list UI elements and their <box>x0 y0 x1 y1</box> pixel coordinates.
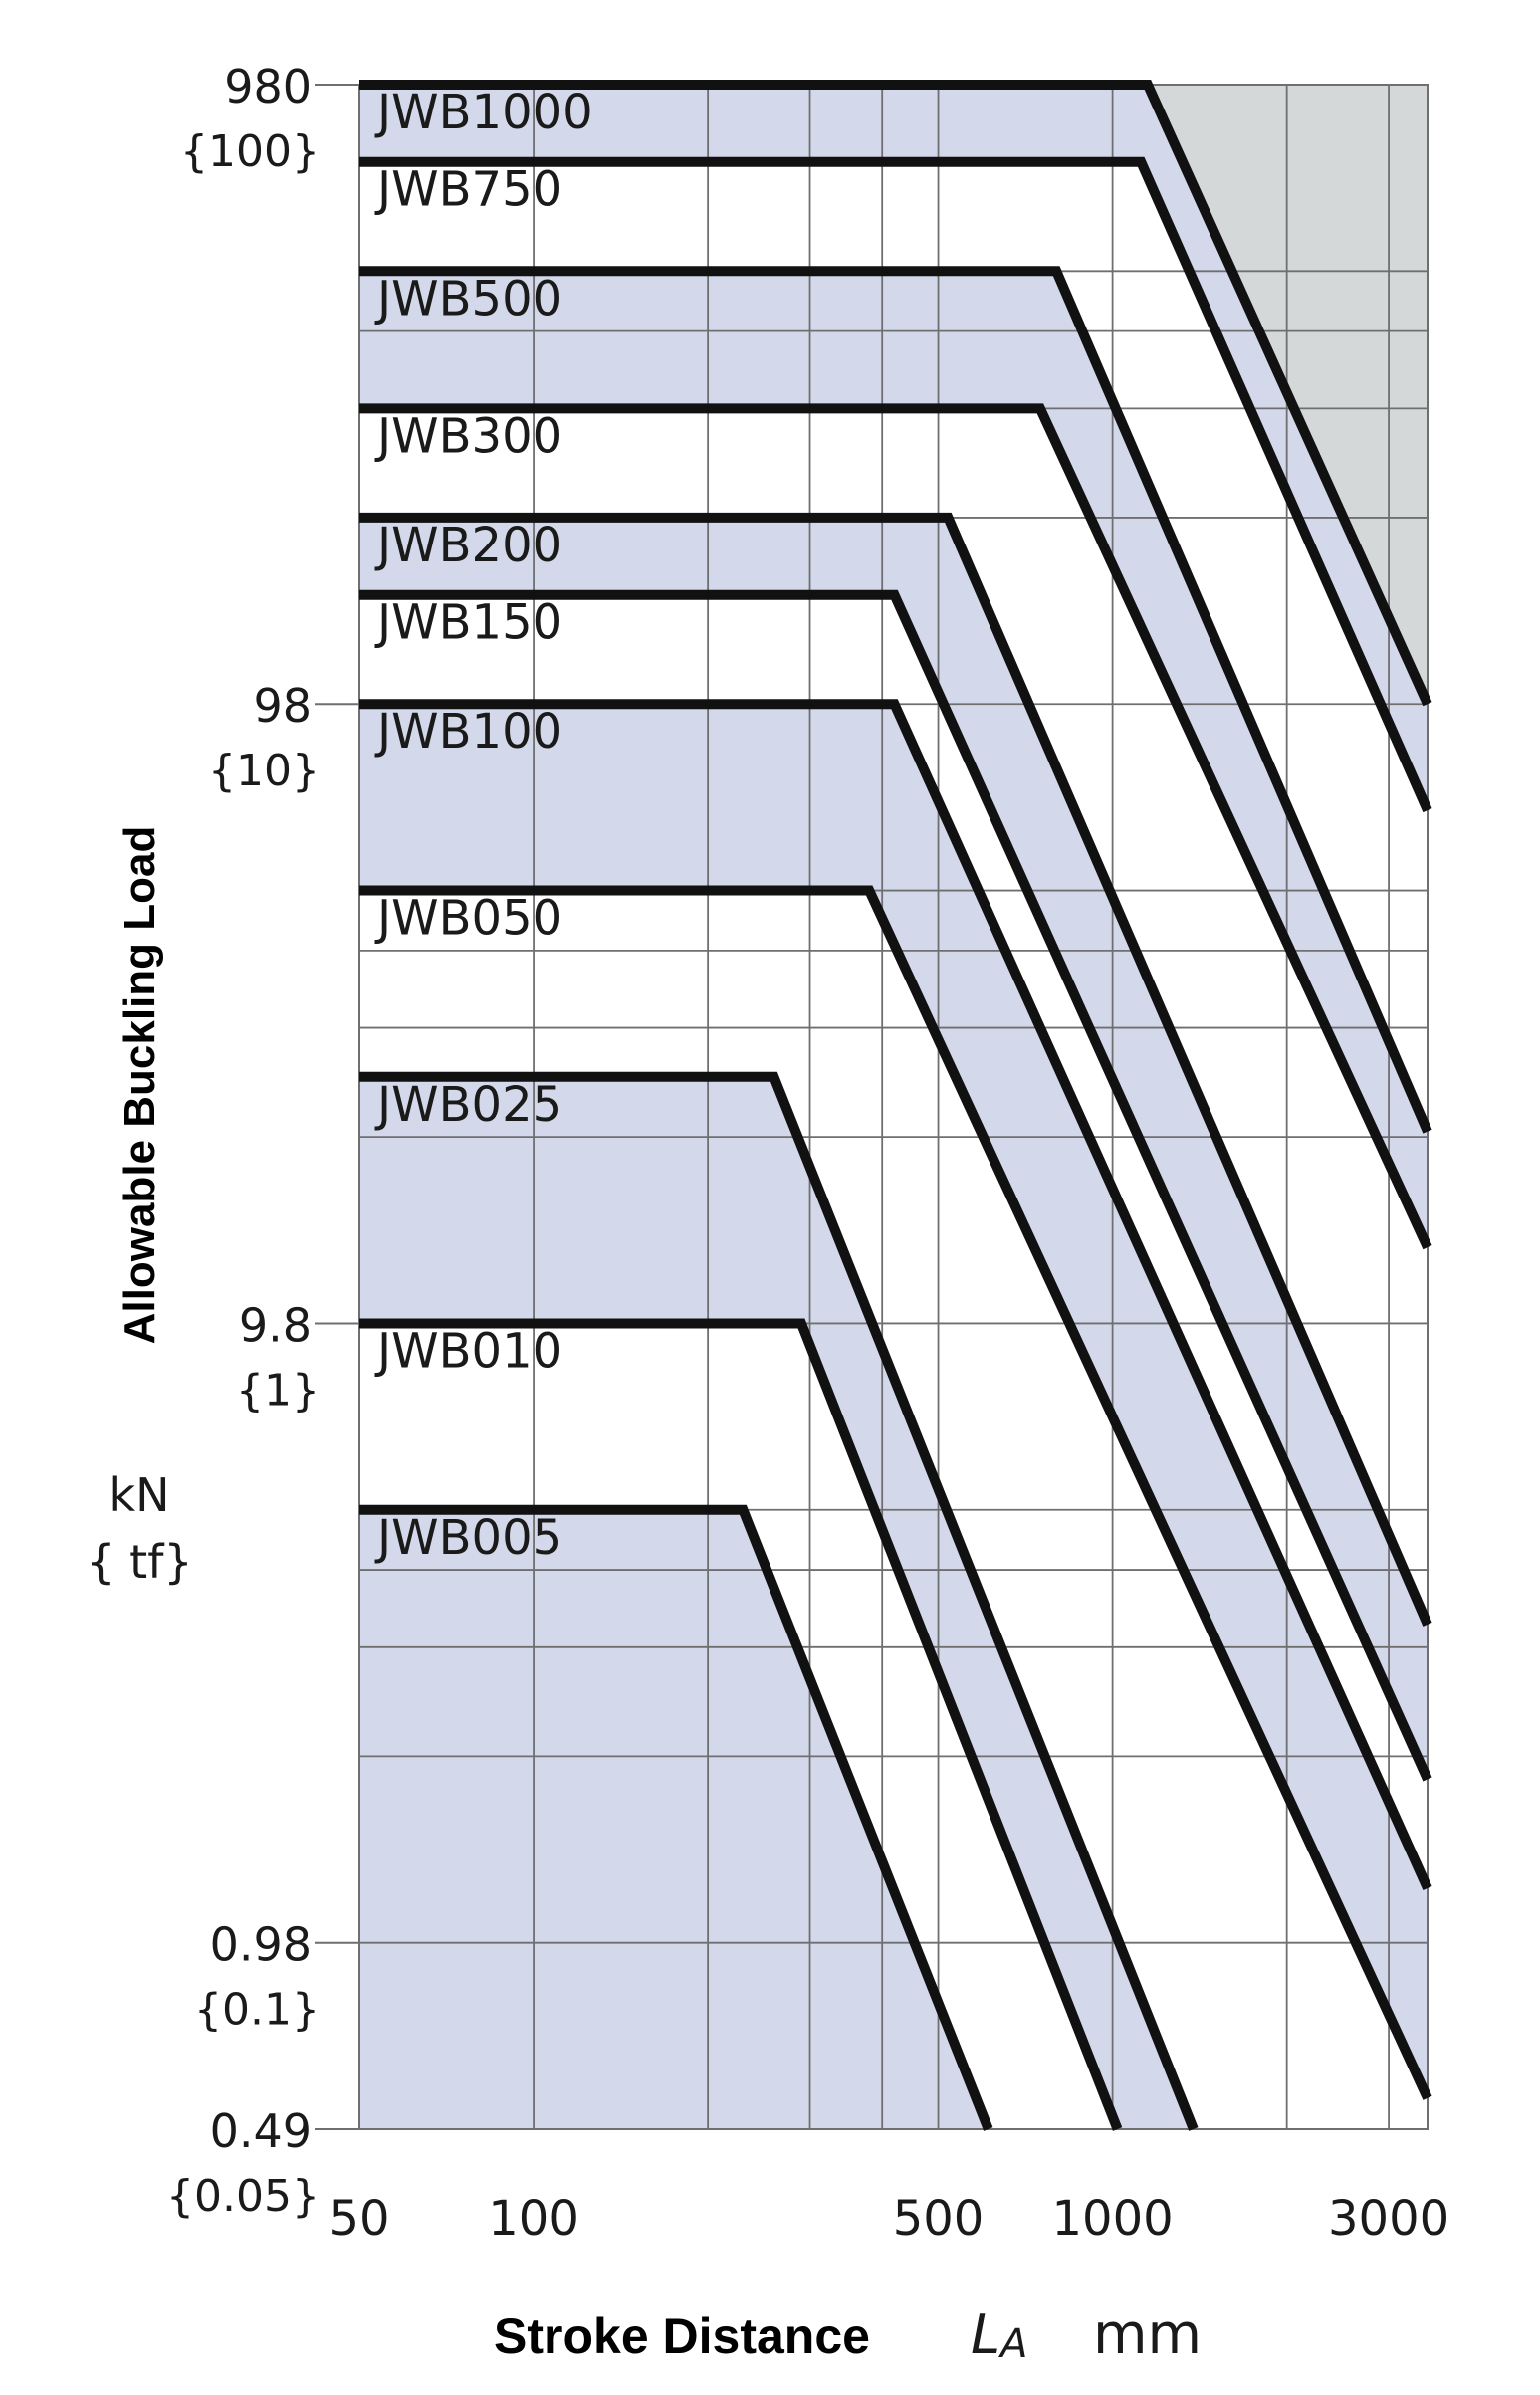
curve-jwb150 <box>359 589 1432 1782</box>
label-jwb005: JWB005 <box>374 1510 562 1566</box>
label-jwb100: JWB100 <box>374 704 562 760</box>
y-tick-label: 0.98 <box>210 1918 312 1972</box>
curve-jwb025 <box>359 1071 1199 2131</box>
x-tick-label: 100 <box>488 2191 579 2247</box>
y-axis-unit-kn: kN <box>109 1468 169 1522</box>
x-tick-label: 3000 <box>1328 2191 1449 2247</box>
y-tick-sublabel: {100} <box>180 126 320 177</box>
x-axis-symbol-main: L <box>971 2303 1000 2366</box>
y-tick-label: 98 <box>253 679 312 733</box>
curve-jwb100 <box>359 699 1432 1891</box>
label-jwb150: JWB150 <box>374 595 562 651</box>
label-jwb1000: JWB1000 <box>374 85 593 140</box>
x-tick-label: 500 <box>893 2191 985 2247</box>
curve-jwb010 <box>359 1318 1123 2131</box>
curve-jwb300 <box>359 403 1432 1250</box>
band-jwb750 <box>359 161 1428 1132</box>
band-jwb300 <box>359 408 1428 1625</box>
y-tick-sublabel: {0.05} <box>166 2171 320 2222</box>
x-tick-label: 50 <box>329 2191 389 2247</box>
x-axis-symbol: LA <box>971 2303 1027 2367</box>
label-jwb050: JWB050 <box>374 891 562 947</box>
y-axis-title: Allowable Buckling Load <box>115 826 164 1345</box>
y-tick-label: 0.49 <box>210 2104 312 2158</box>
band-jwb005 <box>359 1509 989 2129</box>
label-jwb010: JWB010 <box>374 1323 562 1379</box>
y-axis-unit-tf: { tf} <box>86 1535 192 1589</box>
curve-jwb500 <box>359 266 1432 1134</box>
series-curves <box>359 80 1432 2131</box>
y-tick-label: 980 <box>224 60 312 113</box>
label-jwb025: JWB025 <box>374 1077 562 1133</box>
curve-jwb200 <box>359 512 1432 1627</box>
x-axis-ticks: 50 100 500 1000 3000 <box>329 2191 1449 2247</box>
y-tick-sublabel: {0.1} <box>194 1985 320 2036</box>
label-jwb500: JWB500 <box>374 271 562 327</box>
series-bands <box>359 85 1428 2129</box>
band-jwb025 <box>359 1076 1194 2129</box>
x-tick-label: 1000 <box>1052 2191 1174 2247</box>
band-jwb100 <box>359 704 1428 2098</box>
x-axis-title: Stroke Distance <box>494 2308 870 2364</box>
y-tick-sublabel: {1} <box>236 1365 320 1415</box>
y-axis-ticks: 980 {100} 98 {10} 9.8 {1} 0.98 {0.1} 0.49 {0.05} <box>166 60 359 2222</box>
label-jwb300: JWB300 <box>374 408 562 464</box>
band-jwb050 <box>359 890 1428 2129</box>
y-tick-sublabel: {10} <box>208 746 320 796</box>
x-axis-unit: mm <box>1093 2302 1202 2367</box>
band-jwb010 <box>359 1323 1118 2129</box>
label-jwb750: JWB750 <box>374 162 562 218</box>
curve-jwb005 <box>359 1504 993 2131</box>
y-tick-label: 9.8 <box>239 1298 312 1352</box>
curve-jwb050 <box>359 885 1432 2100</box>
series-labels: JWB1000 JWB750 JWB500 JWB300 JWB200 JWB150 JWB… <box>374 85 593 1566</box>
x-axis-symbol-sub: A <box>997 2321 1027 2367</box>
band-jwb200 <box>359 517 1428 1780</box>
label-jwb200: JWB200 <box>374 518 562 573</box>
curve-jwb750 <box>359 156 1432 813</box>
curve-jwb1000 <box>359 80 1432 707</box>
